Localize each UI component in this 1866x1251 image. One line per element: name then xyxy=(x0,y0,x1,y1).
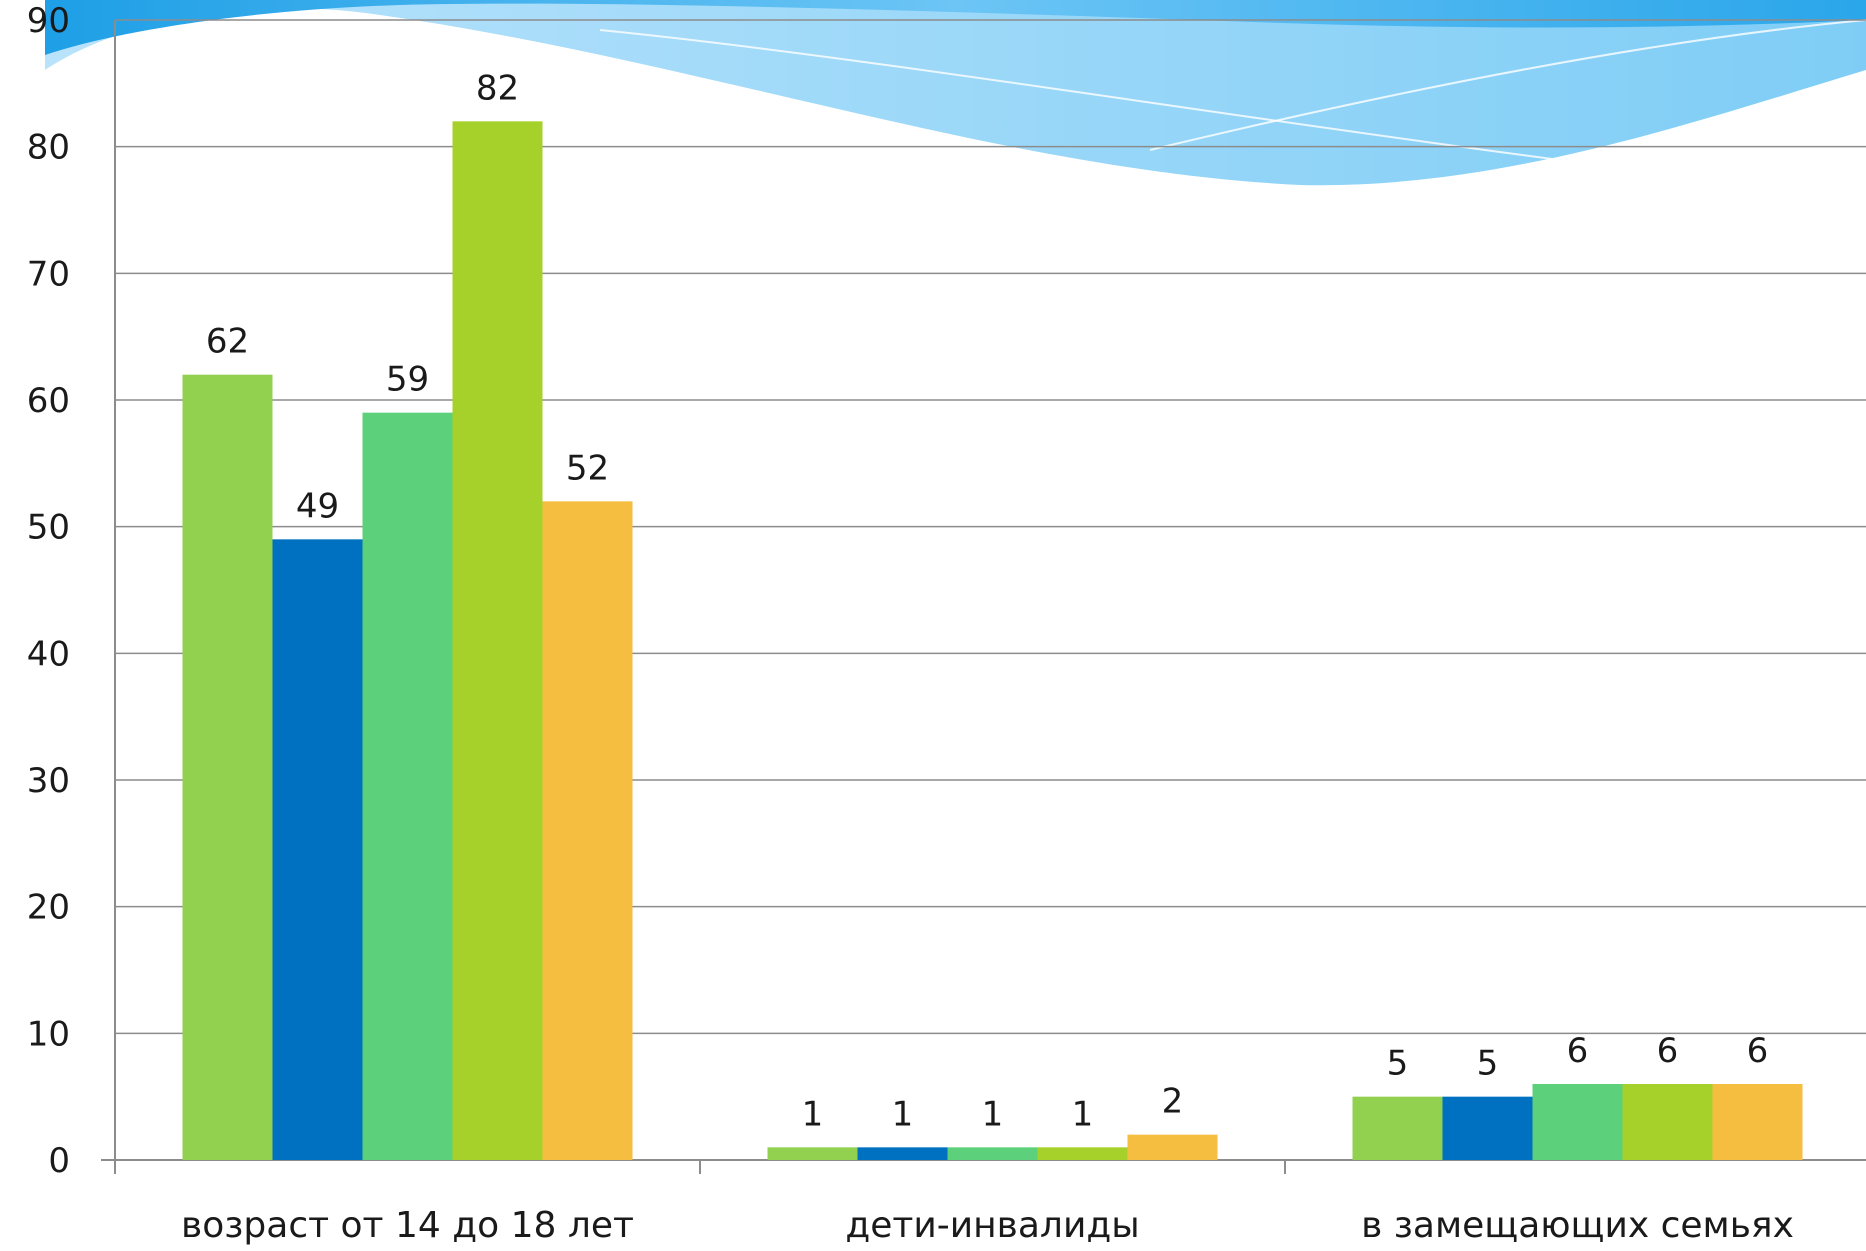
wave-line-1 xyxy=(599,29,1721,181)
bars xyxy=(182,121,1803,1161)
y-tick-label: 90 xyxy=(27,1,70,41)
y-tick-label: 0 xyxy=(48,1141,70,1181)
y-tick-label: 80 xyxy=(27,128,70,168)
x-category-label: в замещающих семьях xyxy=(1361,1205,1794,1246)
bar-value-label: 62 xyxy=(206,322,249,362)
bar-value-label: 82 xyxy=(476,68,519,108)
y-tick-label: 40 xyxy=(27,634,70,674)
x-category-label: возраст от 14 до 18 лет xyxy=(181,1205,634,1246)
header-wave-decoration xyxy=(45,0,1866,186)
bar-value-label: 6 xyxy=(1657,1031,1679,1071)
y-tick-label: 10 xyxy=(27,1014,70,1054)
bar xyxy=(452,121,543,1160)
y-tick-label: 30 xyxy=(27,761,70,801)
bar-value-label: 5 xyxy=(1387,1044,1409,1084)
wave-band-back xyxy=(45,0,1866,186)
data-labels: 62 49 59 82 52 1 1 1 1 2 5 5 6 6 6 xyxy=(206,68,1768,1134)
y-tick-label: 20 xyxy=(27,888,70,928)
x-category-label: дети-инвалиды xyxy=(845,1205,1139,1246)
y-tick-label: 70 xyxy=(27,254,70,294)
bar xyxy=(1127,1134,1218,1160)
bar-value-label: 1 xyxy=(802,1094,824,1134)
bar-value-label: 52 xyxy=(566,448,609,488)
bar xyxy=(857,1147,948,1160)
bar xyxy=(362,412,453,1161)
bar-value-label: 6 xyxy=(1567,1031,1589,1071)
bar-value-label: 6 xyxy=(1747,1031,1769,1071)
bar-value-label: 5 xyxy=(1477,1044,1499,1084)
bar xyxy=(947,1147,1038,1160)
bar xyxy=(182,374,273,1161)
bar xyxy=(767,1147,858,1160)
bar xyxy=(1037,1147,1128,1160)
bar-value-label: 1 xyxy=(892,1094,914,1134)
wave-line-2 xyxy=(1149,19,1866,151)
bar-value-label: 2 xyxy=(1162,1082,1184,1122)
y-tick-label: 60 xyxy=(27,381,70,421)
axes: 0 10 20 30 40 50 60 70 80 90 возраст от 14 до 18 л… xyxy=(27,1,1866,1246)
bar-value-label: 1 xyxy=(982,1094,1004,1134)
bar xyxy=(1622,1084,1713,1160)
y-tick-label: 50 xyxy=(27,508,70,548)
bar xyxy=(272,539,363,1160)
bar-value-label: 1 xyxy=(1072,1094,1094,1134)
bar xyxy=(1352,1096,1443,1160)
bar xyxy=(542,501,633,1160)
bar xyxy=(1712,1084,1803,1160)
bar-value-label: 49 xyxy=(296,486,339,526)
wave-band-front xyxy=(45,0,1866,55)
bar xyxy=(1442,1096,1533,1160)
bar xyxy=(1532,1084,1623,1160)
bar-value-label: 59 xyxy=(386,360,429,400)
